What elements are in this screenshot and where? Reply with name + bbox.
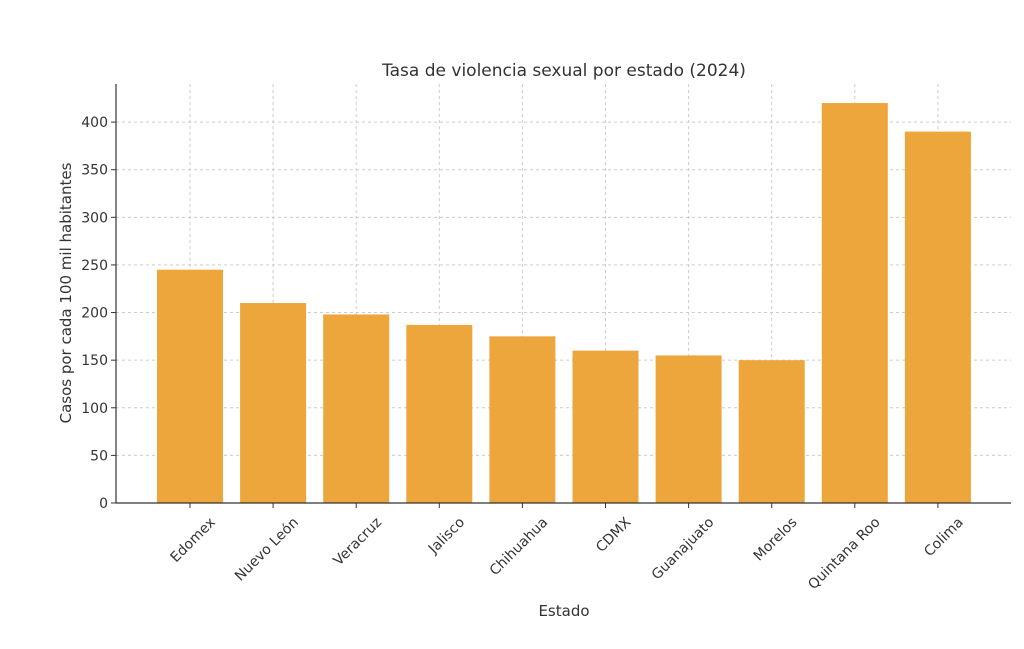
chart-title: Tasa de violencia sexual por estado (202… [381,61,746,81]
bar-morelos [738,360,805,503]
x-tick-label: Morelos [751,515,801,565]
x-tick-label: Veracruz [330,515,385,570]
y-tick-label: 0 [99,496,108,512]
y-tick-label: 350 [81,163,108,179]
x-axis: Edomex Nuevo León Veracruz Jalisco Chihuahua… [116,502,1011,593]
x-tick-label: Jalisco [425,515,468,558]
bar-veracruz [323,314,390,503]
x-tick-label: Colima [921,515,966,560]
bar-colima [904,131,971,503]
x-tick-label: Nuevo León [232,515,302,585]
bar-jalisco [406,324,473,503]
bar-edomex [157,269,223,503]
y-tick-label: 150 [81,353,108,369]
y-tick-label: 300 [81,210,108,226]
x-tick-label: Edomex [167,515,218,566]
y-tick-label: 400 [81,115,108,131]
y-tick-label: 50 [90,448,108,464]
bar-nuevo-león [240,303,307,503]
bar-quintana-roo [821,103,888,503]
y-axis-label: Casos por cada 100 mil habitantes [57,162,75,423]
bar-guanajuato [655,355,722,503]
x-axis-label: Estado [538,602,589,620]
bar-cdmx [572,350,639,503]
bars [157,103,971,503]
x-tick-label: Guanajuato [649,515,718,584]
x-tick-label: CDMX [593,514,634,555]
y-tick-label: 250 [81,258,108,274]
bar-chihuahua [489,336,556,503]
y-tick-label: 200 [81,306,108,322]
y-tick-label: 100 [81,401,108,417]
y-axis: 0 50 100 150 200 250 300 350 400 [81,84,117,512]
x-tick-label: Quintana Roo [805,515,883,593]
x-tick-label: Chihuahua [487,515,551,579]
